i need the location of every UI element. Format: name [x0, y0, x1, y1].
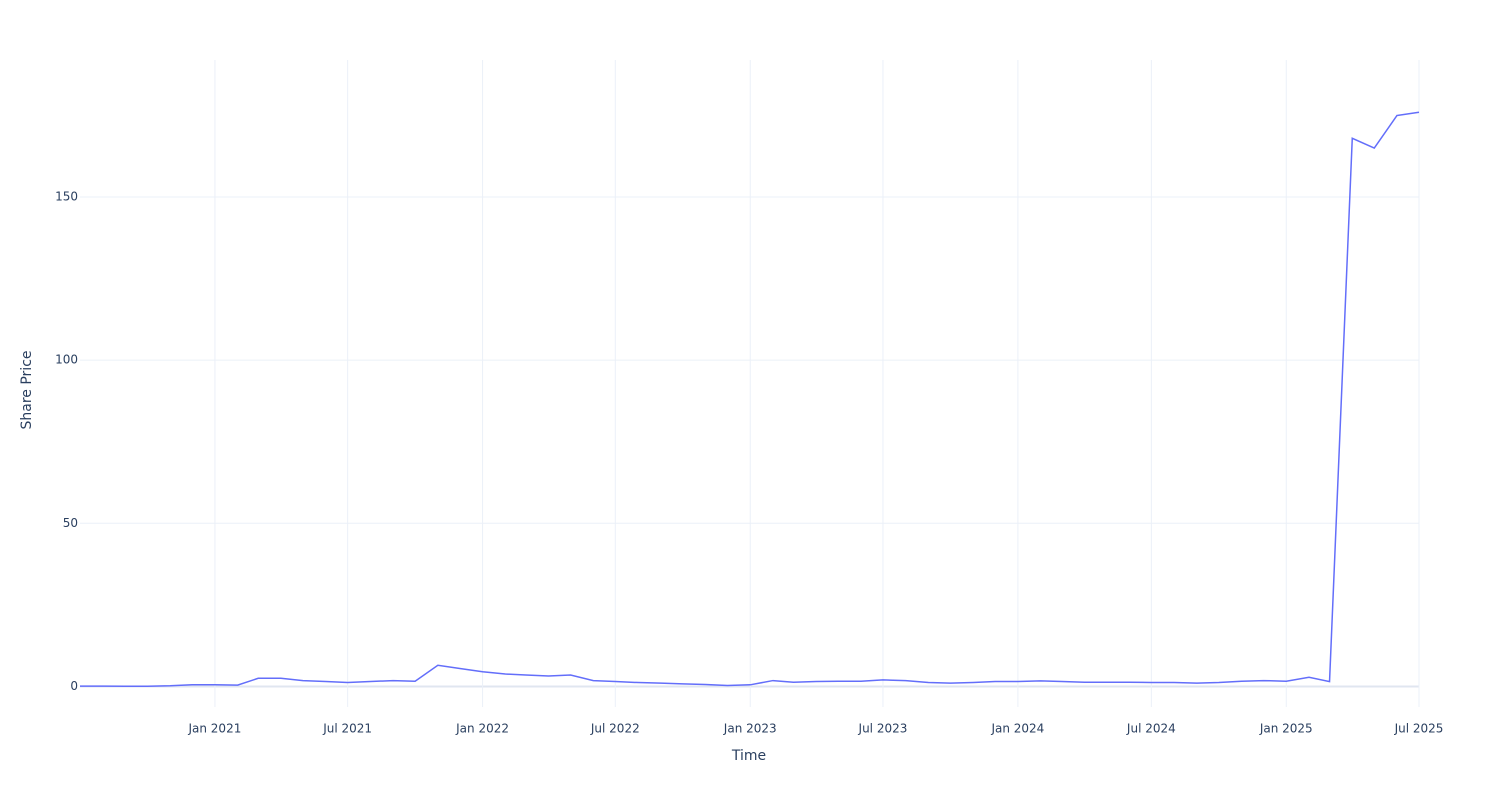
line-series [80, 111, 1420, 688]
x-tick-label: Jul 2025 [1394, 722, 1444, 736]
x-axis-title: Time [731, 748, 766, 764]
x-tick-label: Jan 2025 [1259, 722, 1313, 736]
y-axis-title: Share Price [19, 350, 35, 429]
x-tick-label: Jan 2023 [723, 722, 777, 736]
x-tick-label: Jul 2021 [322, 722, 372, 736]
x-tick-label: Jan 2021 [187, 722, 241, 736]
x-tick-label: Jul 2022 [590, 722, 640, 736]
y-tick-label: 150 [55, 190, 78, 204]
x-tick-label: Jan 2022 [455, 722, 509, 736]
x-tick-label: Jul 2024 [1126, 722, 1176, 736]
y-tick-label: 0 [70, 679, 78, 693]
y-tick-label: 50 [63, 516, 78, 530]
x-tick-label: Jul 2023 [858, 722, 908, 736]
y-tick-label: 100 [55, 353, 78, 367]
x-tick-label: Jan 2024 [990, 722, 1044, 736]
